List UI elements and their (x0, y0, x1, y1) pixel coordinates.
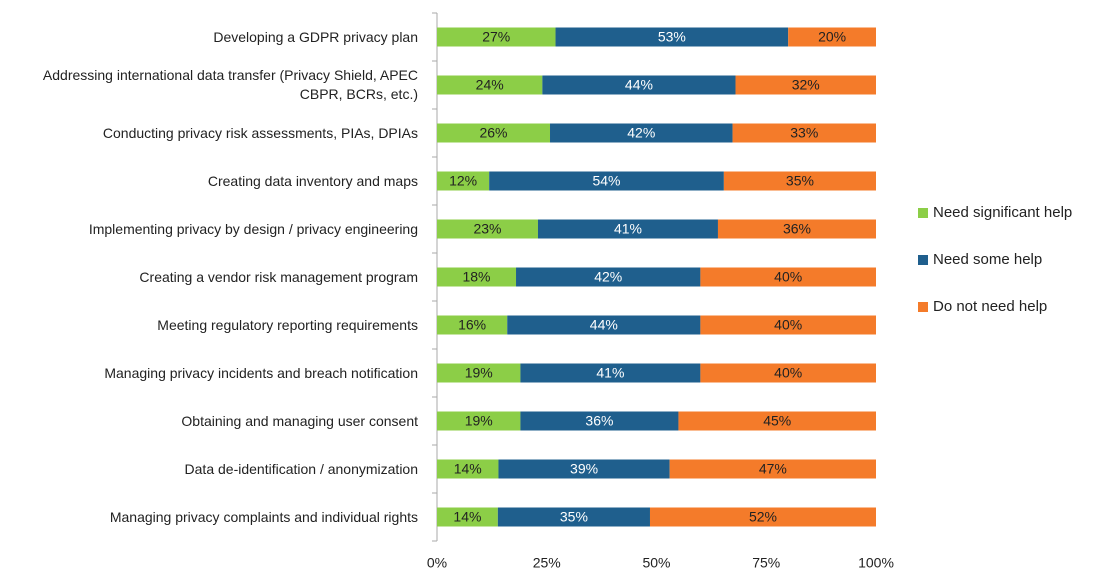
data-label: 42% (627, 125, 655, 141)
data-label: 33% (790, 125, 818, 141)
data-label: 41% (614, 221, 642, 237)
bar-segment (735, 75, 876, 95)
x-tick-label: 50% (642, 555, 670, 571)
bar-segment (437, 171, 490, 191)
bar-segment (732, 123, 876, 143)
category-label: Implementing privacy by design / privacy… (88, 220, 418, 237)
data-label: 18% (462, 269, 490, 285)
bar-segment (700, 315, 876, 335)
bar-segment (555, 27, 789, 47)
x-tick-label: 100% (858, 555, 894, 571)
data-label: 35% (786, 173, 814, 189)
bar-segment (520, 411, 679, 431)
category-label: Creating data inventory and maps (207, 172, 418, 189)
bar-segment (788, 27, 876, 47)
data-label: 44% (625, 77, 653, 93)
category-label: Creating a vendor risk management progra… (139, 268, 418, 285)
data-label: 47% (759, 461, 787, 477)
data-label: 23% (473, 221, 501, 237)
category-label: Conducting privacy risk assessments, PIA… (102, 124, 418, 141)
legend-swatch (918, 302, 928, 312)
bar-segment (537, 219, 718, 239)
bar-segment (437, 411, 521, 431)
bar-segment (542, 75, 736, 95)
legend-label: Need some help (933, 251, 1042, 268)
bar-segment (437, 507, 498, 527)
data-label: 45% (763, 413, 791, 429)
data-label: 35% (560, 509, 588, 525)
data-label: 52% (749, 509, 777, 525)
data-label: 36% (783, 221, 811, 237)
bar-segment (437, 75, 543, 95)
category-label: Obtaining and managing user consent (181, 412, 418, 429)
data-label: 12% (449, 173, 477, 189)
bar-segment (723, 171, 876, 191)
data-label: 36% (585, 413, 613, 429)
data-label: 24% (476, 77, 504, 93)
bar-segment (498, 459, 670, 479)
bar-segment (437, 267, 517, 287)
legend-swatch (918, 255, 928, 265)
bar-segment (437, 315, 508, 335)
x-tick-label: 25% (533, 555, 561, 571)
bar-segment (437, 27, 556, 47)
bar-segment (669, 459, 876, 479)
data-label: 19% (465, 365, 493, 381)
bar-segment (437, 363, 521, 383)
bar-segment (507, 315, 701, 335)
category-label: Managing privacy incidents and breach no… (104, 364, 418, 381)
category-label: Data de-identification / anonymization (184, 460, 418, 477)
x-tick-label: 0% (427, 555, 447, 571)
bar-segment (550, 123, 733, 143)
bar-segment (717, 219, 876, 239)
data-label: 42% (594, 269, 622, 285)
bar-segment (497, 507, 650, 527)
bar-segment (437, 219, 538, 239)
category-label: Developing a GDPR privacy plan (213, 28, 418, 45)
category-label: Addressing international data transfer (… (42, 67, 418, 102)
category-label: Managing privacy complaints and individu… (109, 508, 418, 525)
bar-segment (649, 507, 876, 527)
bar-segment (489, 171, 724, 191)
data-label: 41% (596, 365, 624, 381)
bar-segment (516, 267, 701, 287)
bar-segment (437, 123, 551, 143)
data-label: 32% (792, 77, 820, 93)
bar-segment (700, 267, 876, 287)
bar-segment (678, 411, 876, 431)
bar-segment (520, 363, 701, 383)
data-label: 20% (818, 29, 846, 45)
bar-segment (437, 459, 499, 479)
data-label: 27% (482, 29, 510, 45)
data-label: 16% (458, 317, 486, 333)
data-label: 14% (453, 509, 481, 525)
legend-label: Need significant help (933, 204, 1072, 221)
data-label: 44% (590, 317, 618, 333)
data-label: 40% (774, 365, 802, 381)
category-label: Meeting regulatory reporting requirement… (157, 316, 418, 333)
data-label: 54% (592, 173, 620, 189)
bar-segment (700, 363, 876, 383)
x-tick-label: 75% (752, 555, 780, 571)
data-label: 40% (774, 269, 802, 285)
data-label: 40% (774, 317, 802, 333)
data-label: 53% (658, 29, 686, 45)
data-label: 39% (570, 461, 598, 477)
legend-label: Do not need help (933, 298, 1047, 315)
data-label: 14% (454, 461, 482, 477)
legend-swatch (918, 208, 928, 218)
data-label: 19% (465, 413, 493, 429)
data-label: 26% (479, 125, 507, 141)
